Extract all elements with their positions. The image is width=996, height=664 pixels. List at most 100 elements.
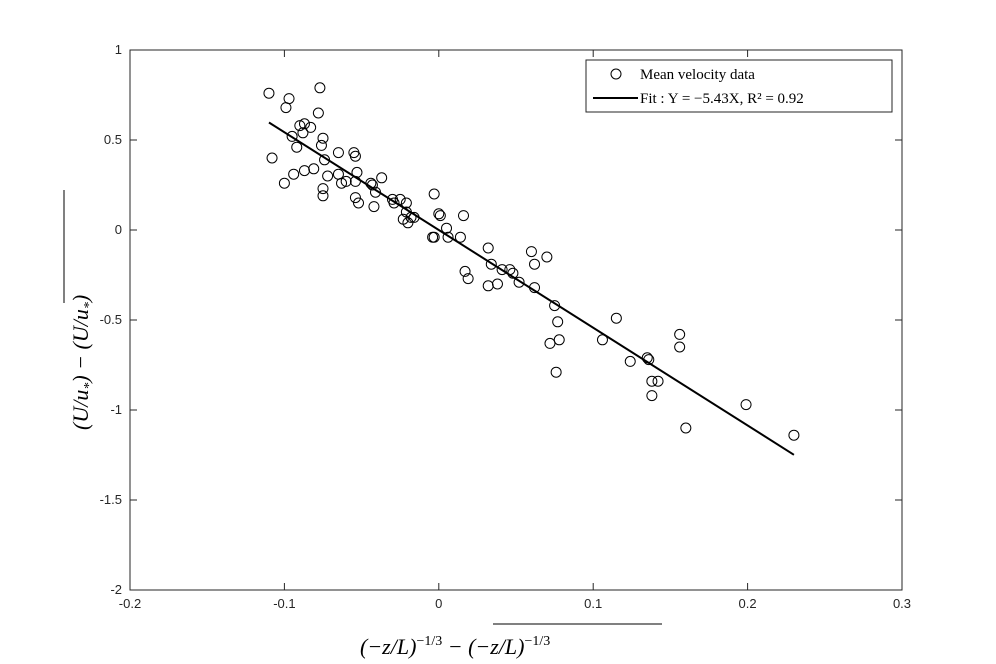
data-point (504, 264, 516, 276)
data-point (308, 163, 320, 175)
y-tick-label: 0 (115, 222, 122, 237)
data-point (680, 422, 692, 434)
data-point (544, 337, 556, 349)
y-tick-label: -2 (110, 582, 122, 597)
plot-area (129, 49, 903, 591)
data-point (458, 210, 470, 222)
data-point (433, 208, 445, 220)
data-point (646, 375, 658, 387)
data-point (441, 222, 453, 234)
data-point (266, 152, 278, 164)
x-tick-label: -0.1 (273, 596, 295, 611)
data-point (405, 211, 417, 223)
data-point (351, 166, 363, 178)
data-point (388, 197, 400, 209)
data-point (349, 192, 361, 204)
data-point (529, 282, 541, 294)
data-point (507, 267, 519, 279)
data-point (541, 251, 553, 263)
data-points (263, 82, 800, 441)
data-point (394, 193, 406, 205)
data-point (369, 186, 381, 198)
data-point (317, 190, 329, 202)
data-point (529, 258, 541, 270)
data-point (294, 120, 306, 132)
data-point (596, 334, 608, 346)
x-tick-label: 0 (435, 596, 442, 611)
data-point (315, 139, 327, 151)
data-point (312, 107, 324, 119)
data-point (434, 210, 446, 222)
data-point (305, 121, 317, 133)
data-point (674, 341, 686, 353)
data-point (336, 177, 348, 189)
data-point (550, 366, 562, 378)
data-point (402, 217, 414, 229)
data-point (340, 175, 352, 187)
data-point (674, 328, 686, 340)
x-tick-label: 0.2 (739, 596, 757, 611)
x-axis-label: (−z/L)−1/3 − (−z/L)−1/3 (360, 623, 662, 659)
y-tick-label: -0.5 (100, 312, 122, 327)
data-point (643, 354, 655, 366)
data-point (491, 278, 503, 290)
legend: Mean velocity data Fit : Y = −5.43X, R² … (585, 59, 893, 113)
data-point (482, 242, 494, 254)
legend-fit-label: Fit : Y = −5.43X, R² = 0.92 (640, 91, 804, 107)
y-tick-label: -1.5 (100, 492, 122, 507)
data-point (332, 147, 344, 159)
data-point (462, 273, 474, 285)
legend-data-label: Mean velocity data (640, 67, 755, 83)
data-point (624, 355, 636, 367)
x-tick-label: 0.3 (893, 596, 911, 611)
data-point (376, 172, 388, 184)
data-point (485, 258, 497, 270)
data-point (496, 264, 508, 276)
data-point (278, 177, 290, 189)
data-point (322, 170, 334, 182)
data-point (513, 276, 525, 288)
data-point (314, 82, 326, 94)
data-point (283, 93, 295, 105)
data-point (428, 231, 440, 243)
legend-box (585, 59, 893, 113)
data-point (368, 201, 380, 213)
data-point (349, 150, 361, 162)
data-point (349, 175, 361, 187)
data-point (400, 197, 412, 209)
data-point (428, 188, 440, 200)
data-point (740, 399, 752, 411)
data-point (652, 375, 664, 387)
data-point (317, 132, 329, 144)
data-point (610, 312, 622, 324)
data-point (288, 168, 300, 180)
data-point (553, 334, 565, 346)
y-tick-label: 1 (115, 42, 122, 57)
data-point (552, 316, 564, 328)
axis-ticks: -0.2 -0.1 0 0.1 0.2 0.3 -2 -1.5 -1 -0.5 0 0.5 1 (100, 42, 911, 611)
data-point (408, 211, 420, 223)
data-point (646, 390, 658, 402)
data-point (366, 179, 378, 191)
legend-circle-marker (610, 68, 622, 80)
data-point (263, 87, 275, 99)
data-point (641, 352, 653, 364)
data-point (353, 197, 365, 209)
y-tick-label: -1 (110, 402, 122, 417)
data-point (454, 231, 466, 243)
svg-text:(−z/L)−1/3 − (−z/L)−1/3: (−z/L)−1/3 − (−z/L)−1/3 (360, 634, 550, 659)
data-point (317, 183, 329, 195)
data-point (525, 246, 537, 258)
data-point (549, 300, 561, 312)
data-point (298, 118, 310, 130)
data-point (459, 265, 471, 277)
data-point (319, 154, 331, 166)
y-axis-label: (U/u*) − (U/u*) (63, 190, 97, 430)
x-tick-label: 0.1 (584, 596, 602, 611)
data-point (788, 429, 800, 441)
y-tick-label: 0.5 (104, 132, 122, 147)
x-tick-label: -0.2 (119, 596, 141, 611)
data-point (365, 177, 377, 189)
data-point (297, 127, 309, 139)
